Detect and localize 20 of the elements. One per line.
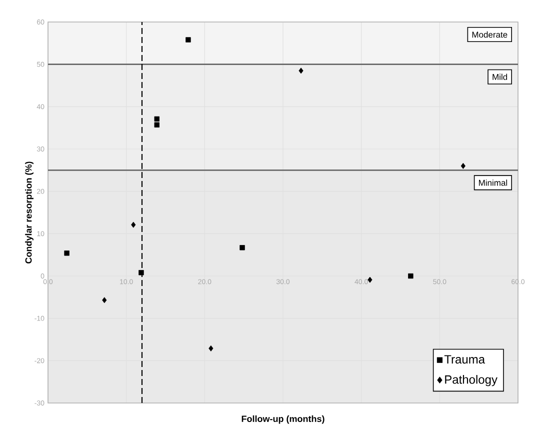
point — [186, 37, 191, 42]
band-label: Moderate — [472, 31, 508, 38]
point — [64, 250, 70, 256]
y-axis-title: Condylar resorption (%) — [25, 162, 34, 264]
point — [460, 162, 466, 169]
point — [208, 345, 214, 352]
band-label: Minimal — [479, 180, 508, 186]
legend-label: Trauma — [444, 355, 486, 364]
band-label: Mild — [492, 74, 508, 80]
point — [131, 222, 136, 228]
point — [154, 122, 160, 128]
point — [298, 68, 304, 74]
legend-label: Pathology — [445, 374, 498, 386]
point — [102, 297, 107, 304]
point — [368, 276, 372, 283]
point — [240, 245, 245, 250]
point — [154, 116, 160, 122]
point — [408, 273, 414, 279]
point — [138, 270, 144, 276]
x-axis-title: Follow-up (months) — [242, 415, 324, 424]
